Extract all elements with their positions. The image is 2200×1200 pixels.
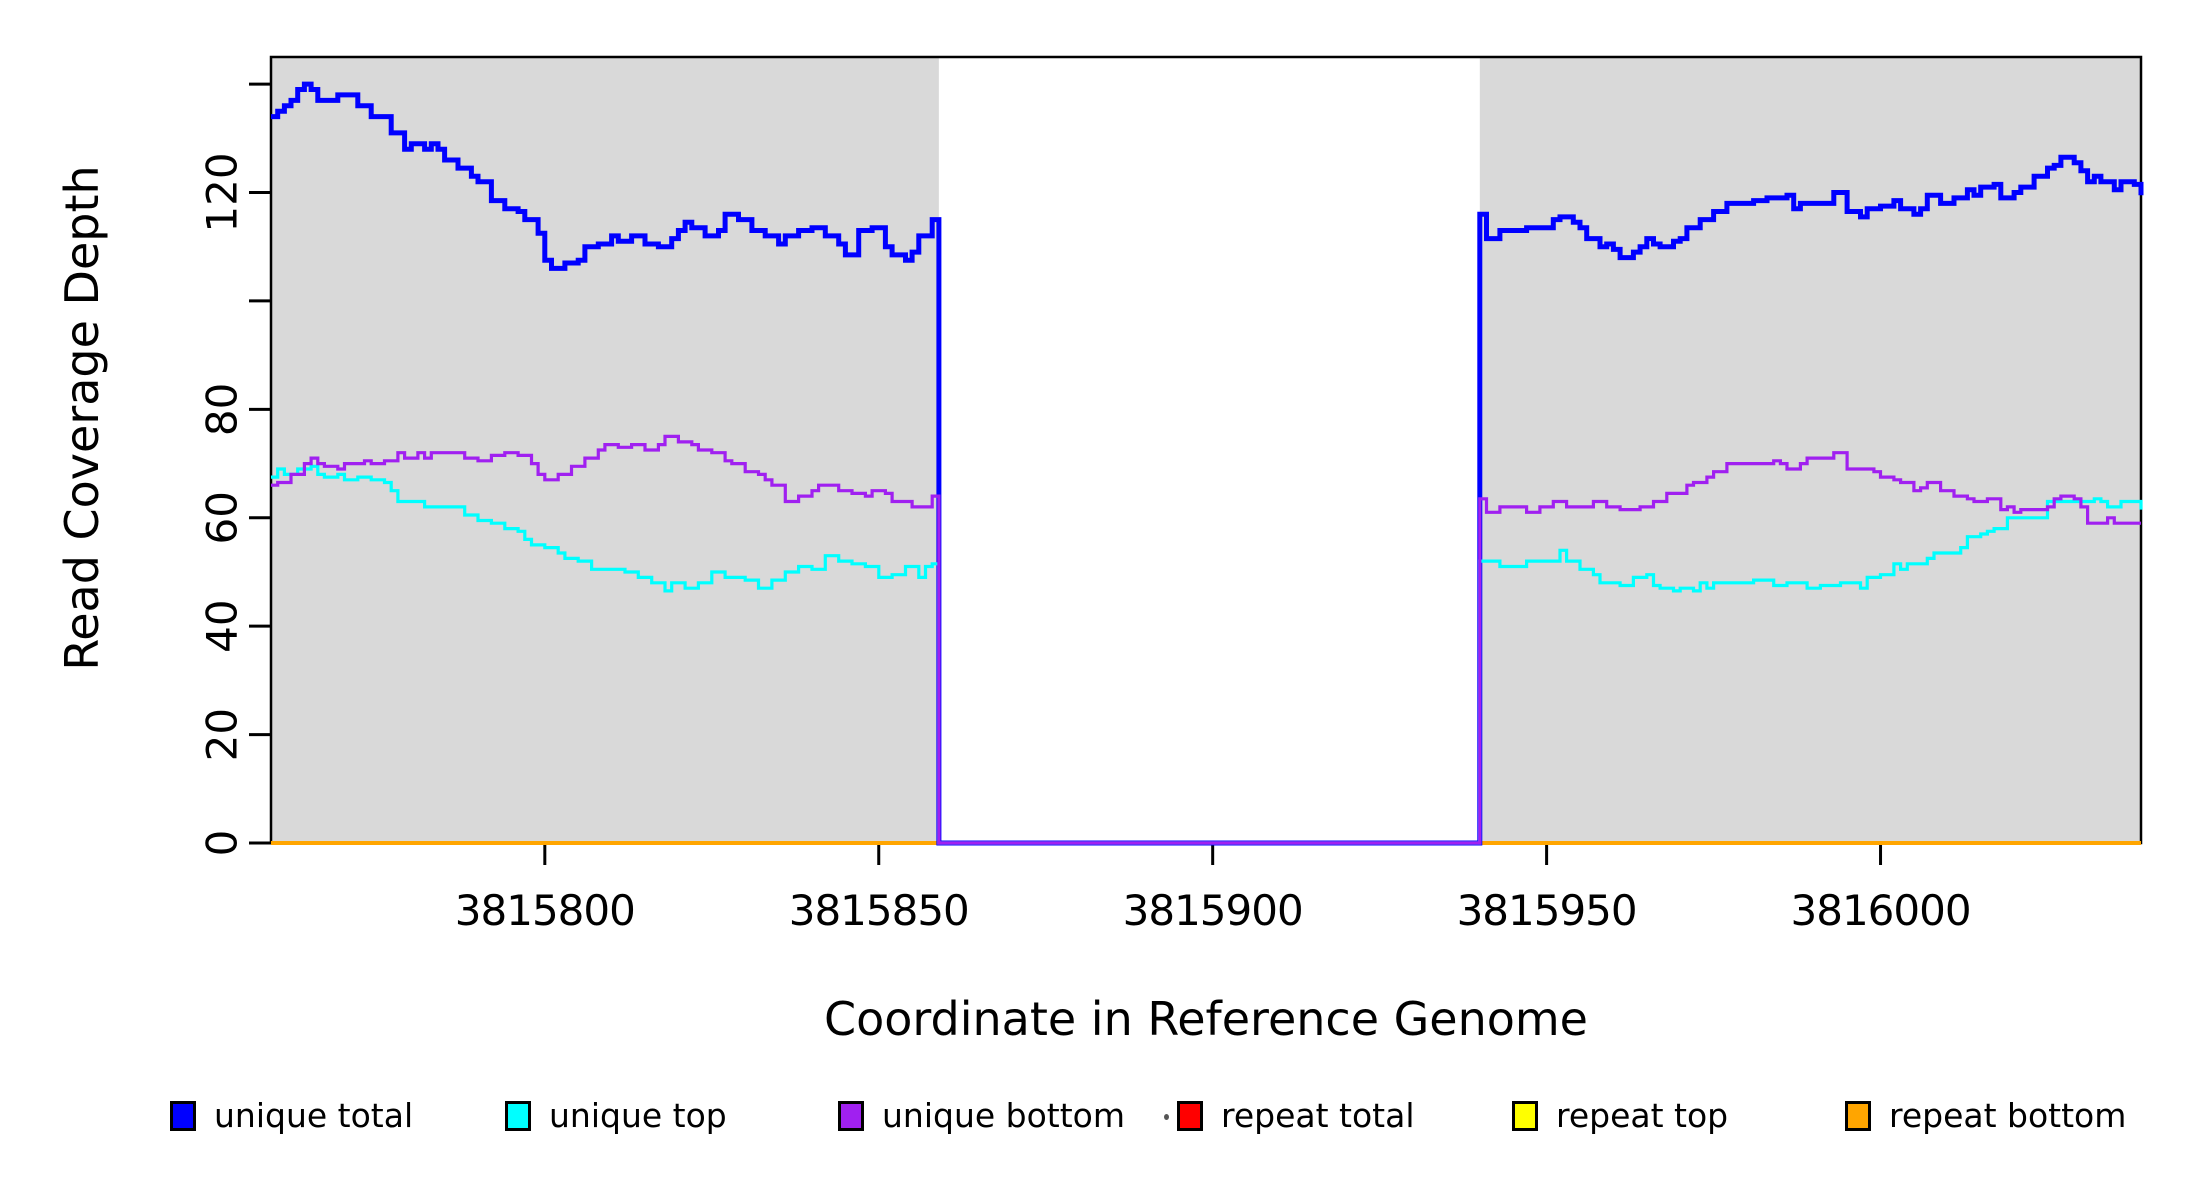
y-axis-title: Read Coverage Depth <box>55 165 109 671</box>
legend-label: repeat bottom <box>1889 1096 2127 1135</box>
y-tick-label: 60 <box>198 491 247 544</box>
legend: unique total unique top unique bottom re… <box>0 1096 2200 1156</box>
legend-item-repeat-bottom: repeat bottom <box>1845 1096 2126 1135</box>
unique-top-swatch-icon <box>505 1100 531 1131</box>
x-tick-label: 3815900 <box>1123 886 1303 935</box>
legend-label: repeat total <box>1221 1096 1415 1135</box>
series-line-unique-bottom <box>271 434 2141 845</box>
legend-label: unique bottom <box>882 1096 1126 1135</box>
series-line-unique-top <box>271 464 2143 845</box>
x-tick-label: 3815800 <box>455 886 635 935</box>
legend-item-unique-bottom: unique bottom <box>838 1096 1125 1135</box>
series-line-unique-total <box>271 81 2144 846</box>
legend-item-unique-total: unique total <box>170 1096 413 1135</box>
repeat-top-swatch-icon <box>1512 1100 1538 1131</box>
legend-item-repeat-total: repeat total <box>1177 1096 1415 1135</box>
y-tick-label: 80 <box>198 383 247 436</box>
x-tick-label: 3815850 <box>789 886 969 935</box>
legend-label: unique total <box>214 1096 414 1135</box>
unique-bottom-swatch-icon <box>838 1100 864 1131</box>
y-tick-label: 40 <box>198 599 247 652</box>
x-axis-title: Coordinate in Reference Genome <box>824 992 1588 1046</box>
legend-item-repeat-top: repeat top <box>1512 1096 1728 1135</box>
legend-item-unique-top: unique top <box>505 1096 727 1135</box>
y-tick-label: 120 <box>198 152 247 232</box>
repeat-bottom-swatch-icon <box>1845 1100 1871 1131</box>
stray-dot-artifact <box>1164 1114 1169 1120</box>
y-tick-label: 20 <box>198 708 247 761</box>
y-tick-label: 0 <box>198 830 247 857</box>
legend-label: repeat top <box>1556 1096 1729 1135</box>
legend-label: unique top <box>549 1096 727 1135</box>
x-tick-label: 3815950 <box>1457 886 1637 935</box>
unique-total-swatch-icon <box>170 1100 196 1131</box>
x-tick-label: 3816000 <box>1791 886 1971 935</box>
repeat-total-swatch-icon <box>1177 1100 1203 1131</box>
